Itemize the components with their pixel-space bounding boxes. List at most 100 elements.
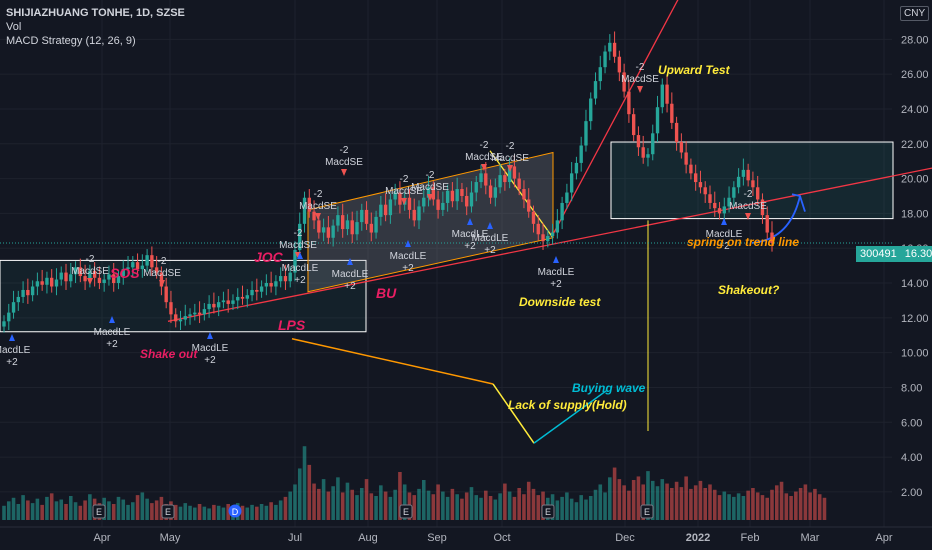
macd-le-label: MacdLE (282, 263, 319, 274)
dividend-badge-icon (228, 504, 242, 518)
macd-le-label: MacdLE (94, 327, 131, 338)
buy-arrow-icon (553, 256, 559, 263)
volume-bar (383, 491, 388, 520)
signal-count-label: +2 (550, 279, 562, 290)
candle-body (193, 312, 197, 315)
candle-body (598, 67, 602, 82)
candle-body (512, 166, 517, 179)
currency-button[interactable]: CNY (900, 6, 930, 21)
volume-bar (240, 505, 245, 520)
volume-bar (722, 491, 727, 520)
volume-bar (269, 502, 273, 520)
candle-body (298, 223, 302, 250)
volume-bar (732, 496, 736, 520)
volume-bar (193, 507, 197, 520)
volume-bar (426, 490, 431, 520)
volume-bar (751, 488, 755, 520)
candle-body (92, 270, 97, 278)
candle-body (751, 180, 755, 188)
candle-body (765, 215, 769, 233)
candle-body (355, 222, 359, 235)
candle-body (488, 185, 493, 198)
candle-body (116, 276, 121, 284)
candle-body (7, 312, 11, 322)
candle-body (555, 220, 560, 233)
volume-bar (264, 505, 269, 520)
x-tick-label: Apr (93, 532, 110, 544)
candle-body (560, 202, 564, 221)
x-axis: Apr May Jul Aug Sep Oct Dec 2022 Feb Mar Apr (0, 526, 932, 544)
macd-se-label: MacdSE (279, 240, 317, 251)
candle-body (703, 187, 707, 195)
candle-body (651, 133, 655, 155)
candle-body (169, 302, 173, 315)
candle-body (174, 314, 178, 322)
volume-bar (741, 496, 746, 520)
sell-arrow-icon (87, 278, 93, 285)
candle-body (45, 277, 49, 285)
volume-bar (627, 490, 631, 520)
macd-le-label: MacdLE (706, 229, 743, 240)
candle-body (622, 72, 626, 92)
volume-bar (555, 500, 560, 520)
signal-count-label: -2 (294, 228, 303, 239)
candle-body (16, 296, 20, 303)
volume-bar (779, 481, 784, 520)
volume-bar (517, 488, 521, 520)
signal-count-label: -2 (480, 140, 489, 151)
volume-bar (679, 487, 684, 520)
volume-bar (107, 501, 111, 520)
volume-bar (460, 498, 464, 520)
y-tick-label: 20.00 (901, 174, 929, 186)
volume-bar (450, 488, 455, 520)
candle-body (579, 145, 583, 163)
volume-bar (255, 506, 259, 520)
candle-body (431, 187, 436, 200)
volume-bar (784, 493, 789, 520)
candle-body (283, 276, 288, 282)
x-tick-label: Feb (741, 532, 760, 544)
candle-body (107, 274, 111, 280)
volume-bar (183, 503, 188, 520)
signal-count-label: -2 (426, 170, 435, 181)
x-tick-label: Sep (427, 532, 447, 544)
candle-body (417, 206, 421, 221)
candle-body (498, 175, 502, 188)
lps-label: LPS (278, 317, 306, 333)
buy-arrow-icon (9, 334, 15, 341)
candle-body (326, 227, 331, 238)
candle-body (474, 182, 478, 193)
candle-body (455, 189, 459, 202)
earnings-badge-icon (541, 504, 555, 519)
x-tick-label: Jul (288, 532, 302, 544)
y-tick-label: 24.00 (901, 104, 929, 116)
candle-body (608, 42, 612, 52)
candle-body (140, 265, 145, 270)
volume-bar (40, 504, 44, 520)
price-candles (2, 31, 774, 333)
buy-arrow-icon (487, 222, 493, 229)
candle-body (54, 279, 59, 287)
volume-bar (331, 486, 335, 520)
volume-bar (774, 485, 779, 520)
volume-bar (603, 492, 607, 520)
macd-se-label: MacdSE (465, 152, 503, 163)
signal-count-label: -2 (506, 141, 515, 152)
candle-body (493, 187, 498, 198)
macd-le-label: MacdLE (472, 233, 509, 244)
volume-bar (64, 504, 68, 520)
volume-bar (574, 502, 579, 520)
candle-body (126, 267, 130, 270)
volume-bar (636, 476, 641, 520)
buy-arrow-icon (297, 252, 303, 259)
candle-body (612, 42, 617, 57)
volume-bar (646, 471, 650, 520)
candle-body (207, 303, 211, 310)
candle-body (689, 164, 693, 174)
volume-bar (16, 504, 21, 520)
volume-bar (212, 504, 216, 520)
candle-body (379, 204, 383, 217)
macd-se-label: MacdSE (385, 186, 423, 197)
symbol-code: 300491 (860, 248, 897, 260)
